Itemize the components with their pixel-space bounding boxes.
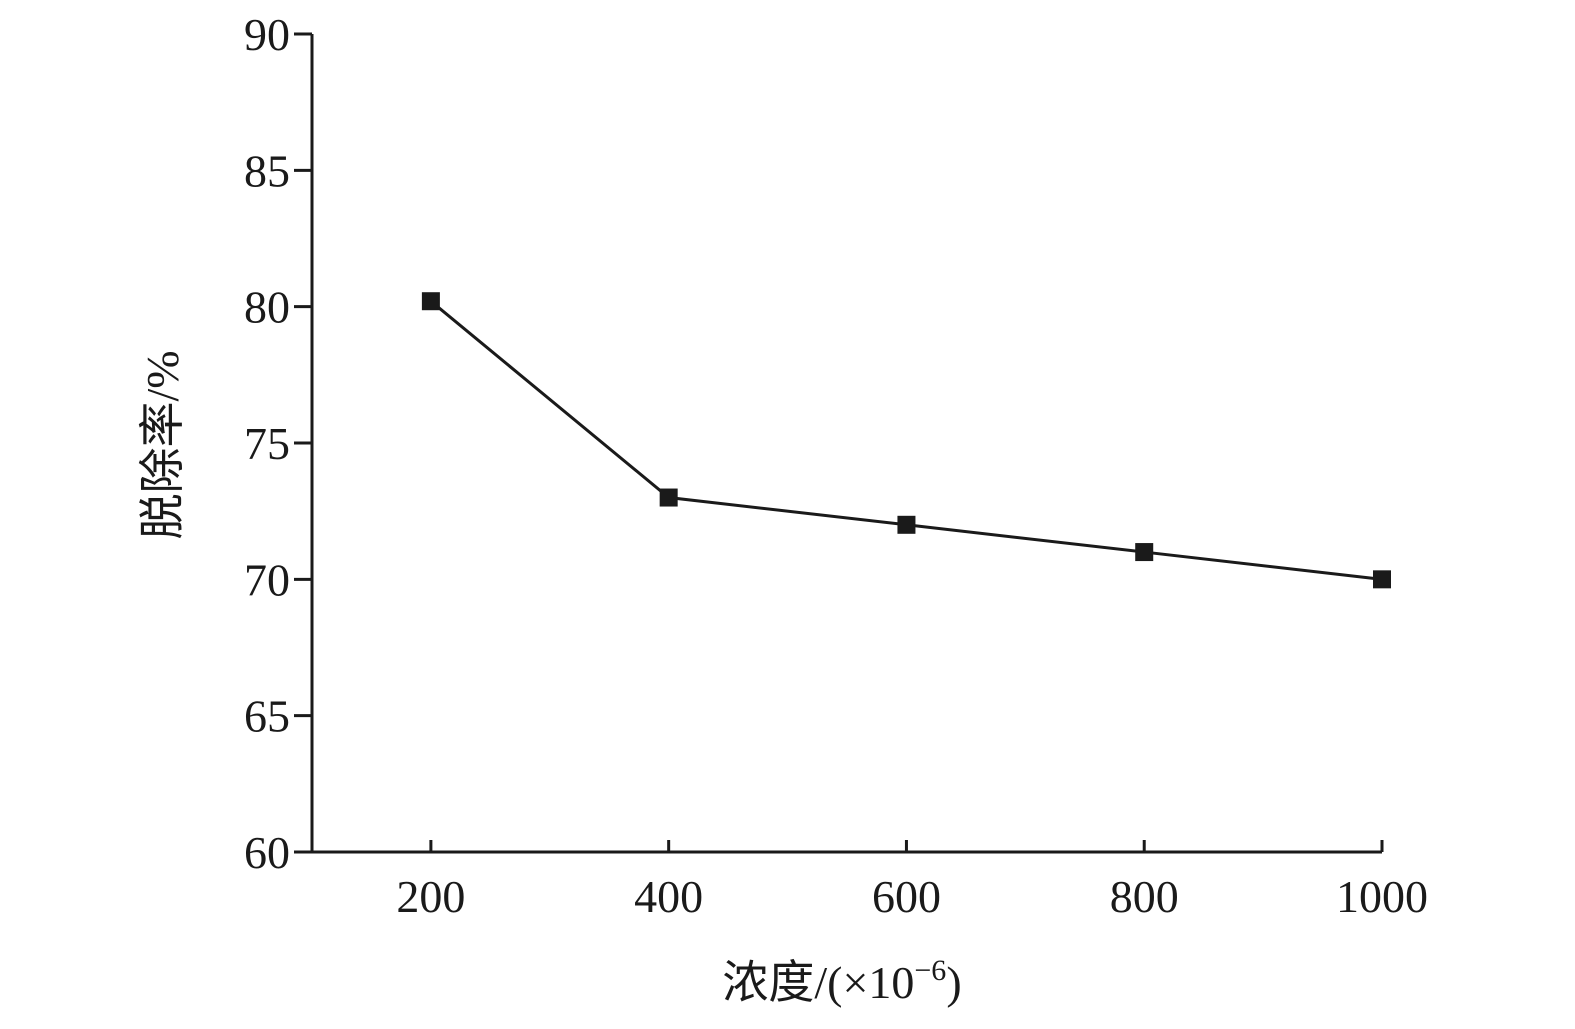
y-axis-title: 脱除率/% [137, 350, 188, 539]
markers [421, 292, 1391, 589]
y-tick-label: 90 [244, 9, 290, 60]
series-line [429, 300, 1383, 581]
data-point-marker [1373, 570, 1391, 589]
y-tick-label: 80 [244, 282, 290, 333]
data-point-marker [897, 515, 916, 534]
x-tick-label: 600 [872, 871, 941, 922]
y-ticks: 60 65 70 75 80 85 90 [244, 9, 312, 878]
x-tick-label: 1000 [1336, 871, 1428, 922]
data-point-marker [421, 292, 440, 311]
series [429, 300, 1383, 581]
axes [310, 34, 1382, 854]
x-tick-label: 800 [1110, 871, 1179, 922]
x-tick-label: 200 [396, 871, 465, 922]
y-tick-label: 65 [244, 691, 290, 742]
data-point-marker [659, 488, 678, 507]
x-tick-label: 400 [634, 871, 703, 922]
x-axis-title: 浓度/(×10−6) [722, 954, 961, 1008]
y-tick-label: 60 [244, 827, 290, 878]
y-tick-label: 75 [244, 418, 290, 469]
x-axis-title-close: ) [946, 957, 961, 1008]
data-point-marker [1135, 543, 1154, 562]
y-tick-label: 70 [244, 554, 290, 605]
x-ticks: 200 400 600 800 1000 [396, 840, 1428, 922]
x-axis-title-main: 浓度/(×10 [722, 957, 914, 1008]
x-axis-title-exponent: −6 [914, 954, 946, 987]
y-tick-label: 85 [244, 145, 290, 196]
